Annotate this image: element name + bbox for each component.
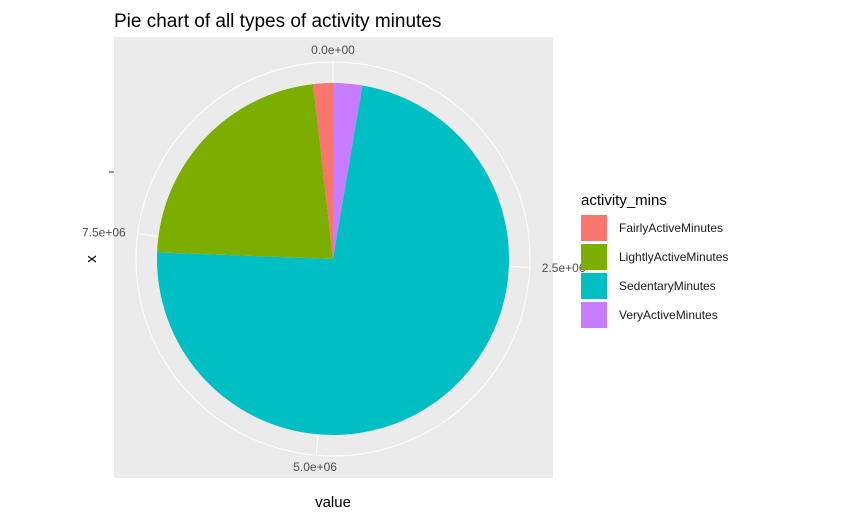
legend: activity_mins FairlyActiveMinutes Lightly…	[581, 192, 728, 328]
legend-label: FairlyActiveMinutes	[619, 221, 723, 235]
slice-SedentaryMinutes	[157, 85, 510, 435]
theta-tick-label: 5.0e+06	[293, 460, 337, 474]
slice-LightlyActiveMinutes	[157, 84, 333, 260]
slice-FairlyActiveMinutes	[313, 83, 333, 259]
legend-key-SedentaryMinutes	[581, 273, 607, 299]
legend-label: VeryActiveMinutes	[619, 308, 718, 322]
legend-key-FairlyActiveMinutes	[581, 215, 607, 241]
theta-tick-label: 0.0e+00	[311, 43, 355, 57]
chart-title: Pie chart of all types of activity minut…	[114, 11, 441, 32]
legend-title: activity_mins	[581, 192, 667, 209]
legend-label: SedentaryMinutes	[619, 279, 716, 293]
pie-slices	[157, 83, 510, 435]
theta-ticks: 0.0e+00 2.5e+06 5.0e+06 7.5e+06	[82, 43, 586, 474]
legend-label: LightlyActiveMinutes	[619, 250, 728, 264]
slice-VeryActiveMinutes	[333, 83, 363, 259]
legend-key-LightlyActiveMinutes	[581, 244, 607, 270]
x-axis-title: value	[315, 494, 351, 511]
theta-tick-label: 2.5e+06	[542, 261, 586, 275]
y-axis-title: x	[83, 255, 100, 263]
legend-key-VeryActiveMinutes	[581, 302, 607, 328]
theta-tick-label: 7.5e+06	[82, 225, 126, 239]
